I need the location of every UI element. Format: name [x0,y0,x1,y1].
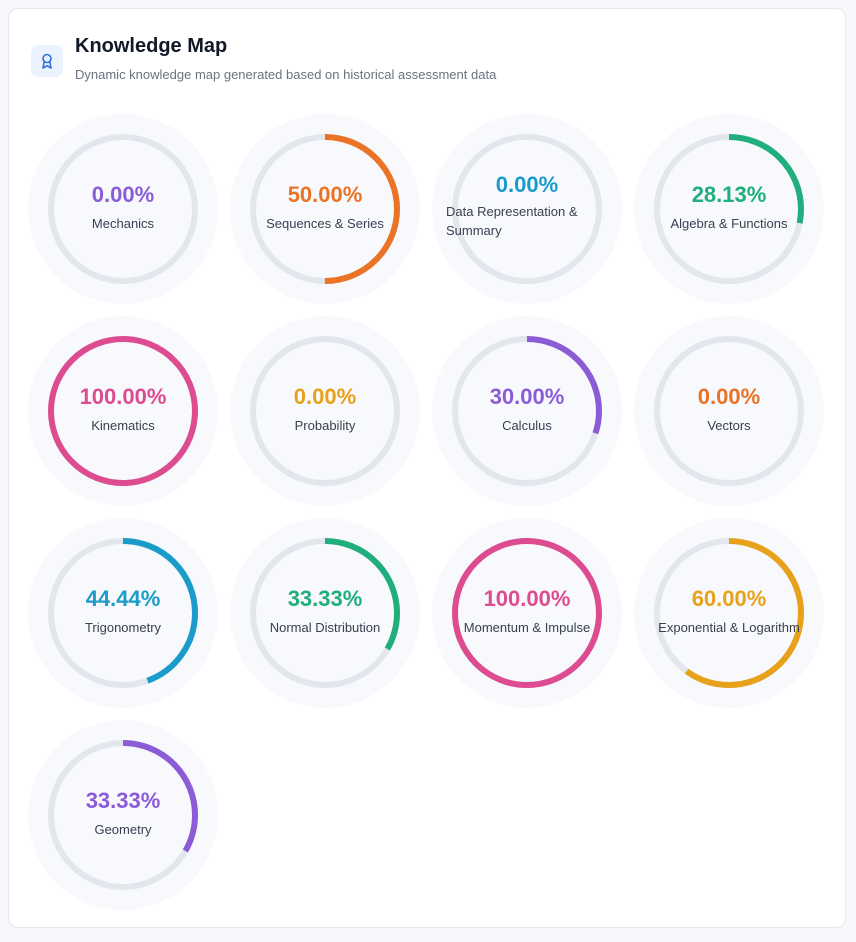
progress-ring [654,538,804,688]
percent-value: 30.00% [489,384,565,409]
topic-momentum-impulse[interactable]: 100.00% Momentum & Impulse [432,518,622,708]
progress-ring [48,134,198,284]
topic-sequences-series[interactable]: 50.00% Sequences & Series [230,114,420,304]
topic-data-representation[interactable]: 0.00% Data Representation & Summary [432,114,622,304]
ring-halo [28,316,218,506]
percent-value: 0.00% [91,182,155,207]
ring-halo [432,114,622,304]
topic-label: Exponential & Logarithm [658,620,800,635]
topic-label: Sequences & Series [266,216,384,231]
topic-calculus[interactable]: 30.00% Calculus [432,316,622,506]
percent-value: 50.00% [287,182,363,207]
ring-halo [634,114,824,304]
topic-label: Algebra & Functions [670,216,788,231]
topic-label: Mechanics [91,216,155,231]
topic-label: Data Representation & Summary [446,204,578,238]
ring-halo [230,518,420,708]
topic-label: Probability [294,418,356,433]
progress-ring [250,336,400,486]
percent-value: 0.00% [293,384,357,409]
topic-label: Trigonometry [84,620,162,635]
topic-label: Vectors [707,418,751,433]
knowledge-map-card: Knowledge Map Dynamic knowledge map gene… [8,8,846,928]
topic-geometry[interactable]: 33.33% Geometry [28,720,218,910]
topic-label: Normal Distribution [269,620,381,635]
page-subtitle: Dynamic knowledge map generated based on… [75,67,497,82]
ring-halo [230,114,420,304]
page-title: Knowledge Map [75,35,228,57]
topic-exponential-logarithm[interactable]: 60.00% Exponential & Logarithm [634,518,824,708]
award-ribbon-icon [31,45,63,77]
topic-label: Kinematics [91,418,155,433]
ring-halo [28,720,218,910]
ring-halo [634,316,824,506]
percent-value: 33.33% [85,788,161,813]
percent-value: 0.00% [697,384,761,409]
progress-ring [48,336,198,486]
topic-label: Calculus [502,418,552,433]
ring-halo [432,518,622,708]
progress-ring [452,538,602,688]
progress-ring [250,134,400,284]
topic-normal-distribution[interactable]: 33.33% Normal Distribution [230,518,420,708]
percent-value: 28.13% [691,182,767,207]
progress-ring [654,336,804,486]
progress-ring [48,740,198,890]
ring-halo [634,518,824,708]
ring-halo [230,316,420,506]
progress-ring [654,134,804,284]
percent-value: 0.00% [495,172,559,197]
percent-value: 33.33% [287,586,363,611]
percent-value: 60.00% [691,586,767,611]
topic-probability[interactable]: 0.00% Probability [230,316,420,506]
topic-kinematics[interactable]: 100.00% Kinematics [28,316,218,506]
percent-value: 100.00% [79,384,167,409]
ring-halo [28,518,218,708]
topic-trigonometry[interactable]: 44.44% Trigonometry [28,518,218,708]
progress-ring [48,538,198,688]
progress-ring [250,538,400,688]
topic-algebra-functions[interactable]: 28.13% Algebra & Functions [634,114,824,304]
progress-ring [452,134,602,284]
topic-label: Geometry [94,822,152,837]
ring-halo [28,114,218,304]
percent-value: 100.00% [483,586,571,611]
topic-mechanics[interactable]: 0.00% Mechanics [28,114,218,304]
percent-value: 44.44% [85,586,161,611]
topic-label: Momentum & Impulse [463,620,591,635]
topic-vectors[interactable]: 0.00% Vectors [634,316,824,506]
progress-ring [452,336,602,486]
ring-halo [432,316,622,506]
